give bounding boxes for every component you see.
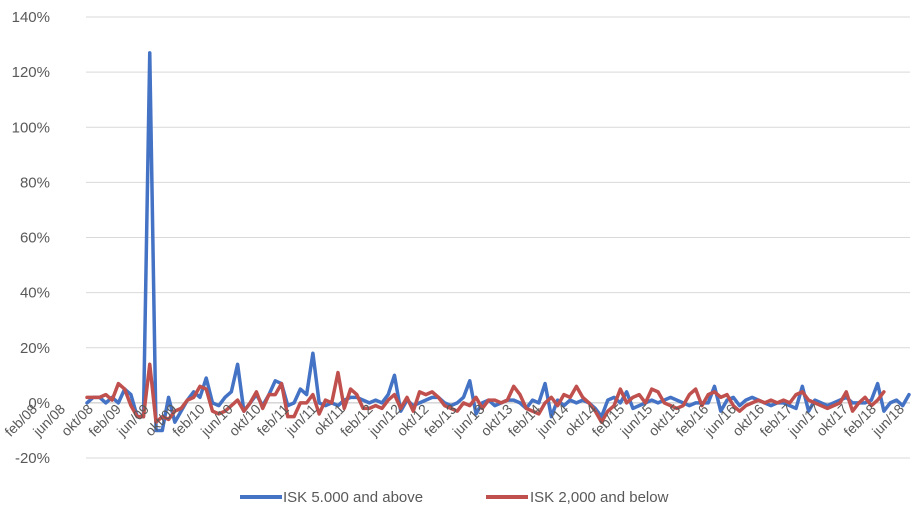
- legend-label-1: ISK 5.000 and above: [283, 489, 423, 506]
- y-tick-label: 140%: [12, 9, 50, 26]
- x-tick-label: jun/14: [533, 401, 572, 440]
- y-tick-label: 120%: [12, 64, 50, 81]
- y-tick-label: 60%: [20, 230, 50, 247]
- x-tick-label: jun/10: [197, 401, 236, 440]
- x-tick-label: feb/17: [756, 401, 795, 440]
- y-tick-label: 40%: [20, 285, 50, 302]
- y-tick-label: 0%: [28, 395, 50, 412]
- legend-label-2: ISK 2,000 and below: [530, 489, 669, 506]
- y-tick-label: -20%: [15, 450, 50, 467]
- x-tick-label: feb/18: [840, 401, 879, 440]
- y-tick-label: 20%: [20, 340, 50, 357]
- y-tick-label: 100%: [12, 119, 50, 136]
- series-line-1: [85, 51, 911, 433]
- y-tick-label: 80%: [20, 174, 50, 191]
- series-line-2: [85, 362, 886, 424]
